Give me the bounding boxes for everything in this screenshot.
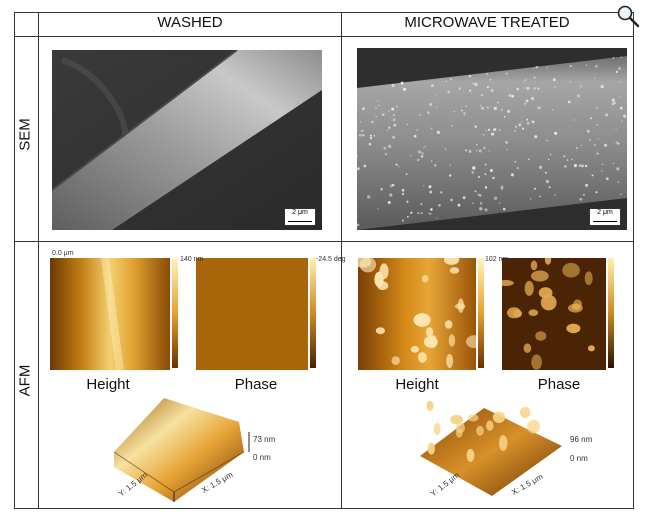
label-height-microwave: Height <box>395 376 439 393</box>
frame-line <box>633 12 634 509</box>
afm-washed-phase-map <box>196 258 308 370</box>
scale-bar: 2 μm <box>284 208 316 226</box>
colorbar-top-label: 140 nm <box>180 256 204 263</box>
label-phase-microwave: Phase <box>537 376 581 393</box>
sem-washed-image: 2 μm <box>52 50 322 230</box>
row-label-sem: SEM <box>16 118 34 151</box>
column-header-washed: WASHED <box>157 14 223 31</box>
magnifier-icon[interactable] <box>616 4 640 28</box>
afm-microwave-3d-render <box>412 396 570 504</box>
frame-line <box>14 241 634 242</box>
colorbar-top-label: 102 nm <box>485 256 509 263</box>
afm-microwave-height-colorbar <box>478 258 484 368</box>
washed-3d-zero-label: 0 nm <box>253 453 271 462</box>
afm-washed-height-map <box>50 258 170 370</box>
frame-line <box>38 12 39 509</box>
afm-washed-3d-render <box>104 392 284 504</box>
sem-microwave-image: 2 μm <box>357 48 627 230</box>
column-header-microwave: MICROWAVE TREATED <box>404 14 570 31</box>
axis-tick-label: 0.0 μm <box>52 250 74 257</box>
afm-microwave-phase-colorbar <box>608 258 614 368</box>
microwave-3d-zero-label: 0 nm <box>570 454 588 463</box>
afm-washed-phase-colorbar <box>310 258 316 368</box>
frame-line <box>14 12 634 13</box>
frame-line <box>14 508 634 509</box>
label-height-washed: Height <box>86 376 130 393</box>
label-phase-washed: Phase <box>234 376 278 393</box>
scale-bar-label: 2 μm <box>292 209 308 216</box>
colorbar-top-label: -24.5 deg <box>316 256 346 263</box>
afm-microwave-height-map <box>358 258 476 370</box>
row-label-afm: AFM <box>16 364 34 397</box>
frame-line <box>341 12 342 509</box>
scale-bar-label: 2 μm <box>597 209 613 216</box>
scale-bar: 2 μm <box>589 208 621 226</box>
microwave-3d-z-label: 96 nm <box>570 435 593 444</box>
frame-line <box>14 12 15 509</box>
washed-3d-z-label: 73 nm <box>253 435 276 444</box>
frame-line <box>14 36 634 37</box>
afm-washed-height-colorbar <box>172 258 178 368</box>
afm-microwave-phase-map <box>502 258 606 370</box>
